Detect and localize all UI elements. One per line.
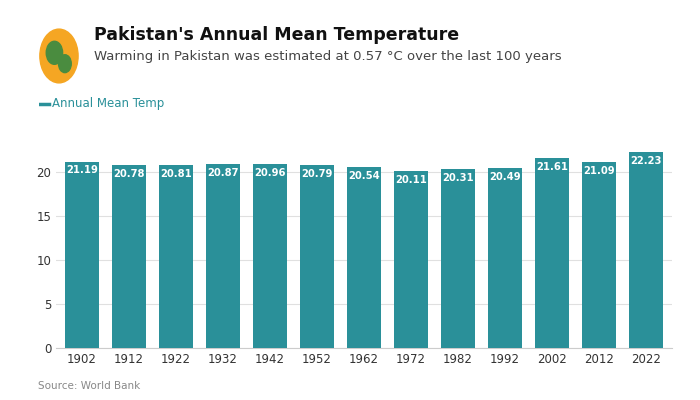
Bar <box>112 165 146 348</box>
Text: 21.19: 21.19 <box>66 166 98 176</box>
Bar <box>253 164 287 348</box>
Bar <box>536 158 569 348</box>
Text: 20.87: 20.87 <box>207 168 239 178</box>
Text: 20.96: 20.96 <box>254 168 286 178</box>
Bar <box>65 162 99 348</box>
Circle shape <box>46 41 62 64</box>
Bar <box>347 167 381 348</box>
Text: 21.61: 21.61 <box>536 162 568 172</box>
Circle shape <box>59 55 71 73</box>
Text: 20.54: 20.54 <box>348 171 380 181</box>
Bar <box>206 164 240 348</box>
Text: Pakistan's Annual Mean Temperature: Pakistan's Annual Mean Temperature <box>94 26 460 44</box>
Circle shape <box>40 29 78 83</box>
Text: 21.09: 21.09 <box>583 166 615 176</box>
Text: 20.79: 20.79 <box>301 169 332 179</box>
Bar <box>441 169 475 348</box>
Text: Source: World Bank: Source: World Bank <box>38 381 141 391</box>
Bar <box>629 152 663 348</box>
Bar <box>394 171 428 348</box>
Text: 20.49: 20.49 <box>489 172 521 182</box>
Bar <box>159 165 192 348</box>
Bar <box>300 165 334 348</box>
Text: 20.11: 20.11 <box>395 175 427 185</box>
Text: Annual Mean Temp: Annual Mean Temp <box>52 98 164 110</box>
Bar <box>582 162 616 348</box>
Bar <box>488 168 522 348</box>
Text: 20.81: 20.81 <box>160 169 192 179</box>
Text: Warming in Pakistan was estimated at 0.57 °C over the last 100 years: Warming in Pakistan was estimated at 0.5… <box>94 50 562 63</box>
Text: 22.23: 22.23 <box>631 156 662 166</box>
Text: 20.78: 20.78 <box>113 169 145 179</box>
Text: 20.31: 20.31 <box>442 173 474 183</box>
